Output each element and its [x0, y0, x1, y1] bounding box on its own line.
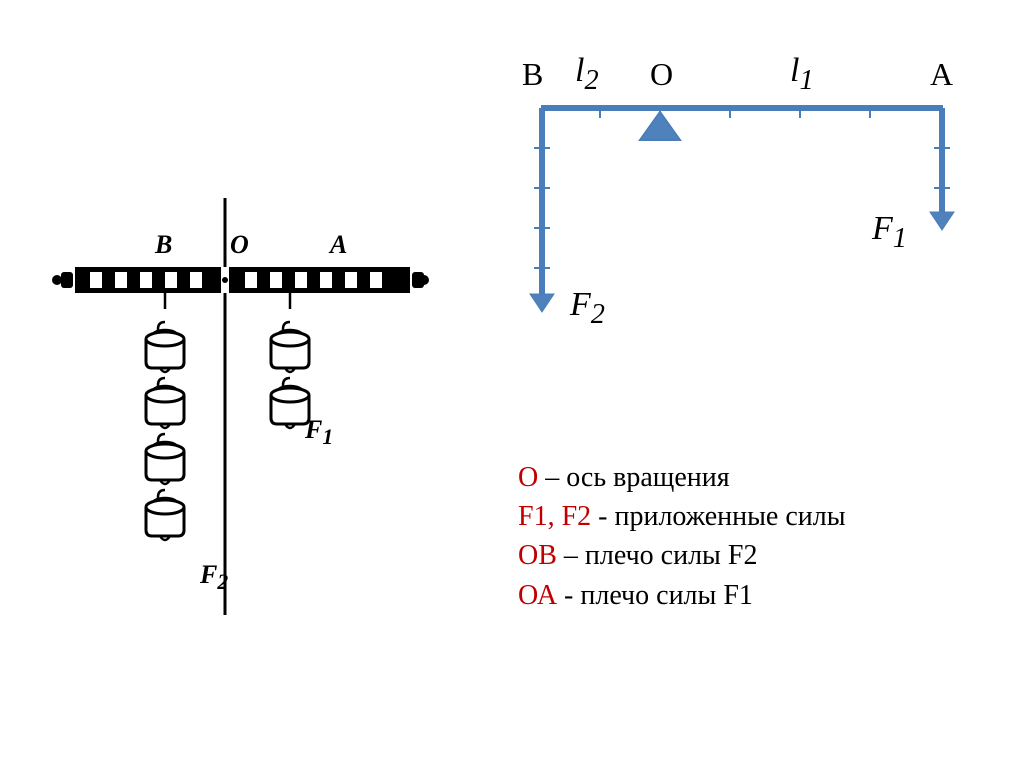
- left-label-F2: F2: [200, 560, 228, 595]
- lever-with-weights: [0, 0, 1024, 767]
- left-label-O: O: [230, 230, 249, 260]
- left-label-F1: F1: [305, 415, 333, 450]
- left-label-B: B: [155, 230, 172, 260]
- left-label-A: A: [330, 230, 347, 260]
- page-canvas: B l2 O l1 A F1 F2 О – ось вращенияF1, F2…: [0, 0, 1024, 767]
